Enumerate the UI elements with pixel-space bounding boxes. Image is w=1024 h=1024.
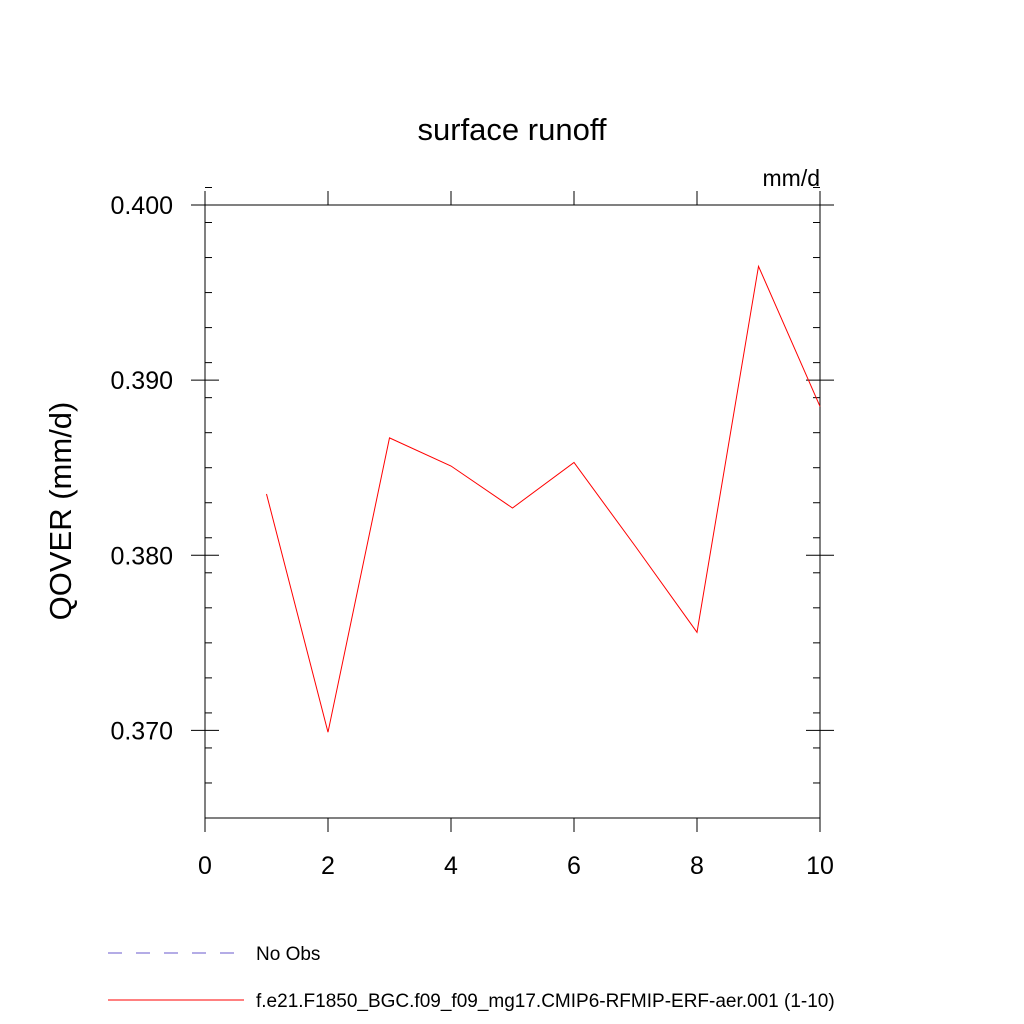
x-tick-label: 8 — [690, 852, 704, 880]
plot-frame — [204, 204, 821, 819]
x-tick-label: 4 — [444, 852, 458, 880]
legend-label-obs: No Obs — [256, 944, 320, 965]
series-line — [266, 264, 821, 733]
y-tick-label: 0.380 — [110, 542, 173, 570]
y-axis-label: QOVER (mm/d) — [43, 402, 78, 621]
plot-area: 0 2 4 6 8 10 0.370 0.380 0.390 0.400 — [110, 186, 834, 880]
y-tick-label: 0.400 — [110, 192, 173, 220]
y-tick-label: 0.370 — [110, 717, 173, 745]
units-label: mm/d — [763, 165, 821, 191]
chart-title: surface runoff — [418, 112, 607, 147]
x-tick-label: 0 — [198, 852, 212, 880]
x-tick-label: 6 — [567, 852, 581, 880]
y-tick-label: 0.390 — [110, 367, 173, 395]
x-tick-label: 2 — [321, 852, 335, 880]
x-tick-label: 10 — [806, 852, 834, 880]
legend: No Obs f.e21.F1850_BGC.f09_f09_mg17.CMIP… — [108, 944, 835, 1012]
legend-label-model: f.e21.F1850_BGC.f09_f09_mg17.CMIP6-RFMIP… — [256, 991, 835, 1012]
